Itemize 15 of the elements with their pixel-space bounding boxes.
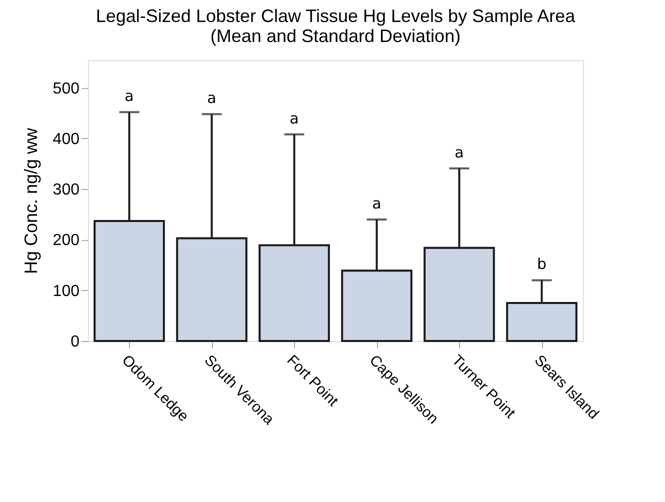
annotation: b [536,255,547,274]
y-tick-label: 100 [52,282,80,300]
y-tick-label: 300 [52,182,80,199]
annotation: a [207,89,216,108]
annotation: a [290,109,299,128]
y-tick-label: 400 [52,130,80,148]
annotation: a [454,143,464,162]
y-tick-label: 0 [70,334,80,350]
y-tick-label: 200 [52,232,80,250]
chart-title: Legal-Sized Lobster Claw Tissue Hg Levels by Sample Area [96,6,576,26]
y-tick-label: 500 [52,80,80,98]
annotation: a [372,194,382,212]
annotation: a [124,87,134,106]
chart-subtitle: (Mean and Standard Deviation) [210,26,461,46]
y-axis-title: Hg Conc. ng/g ww [20,126,41,274]
